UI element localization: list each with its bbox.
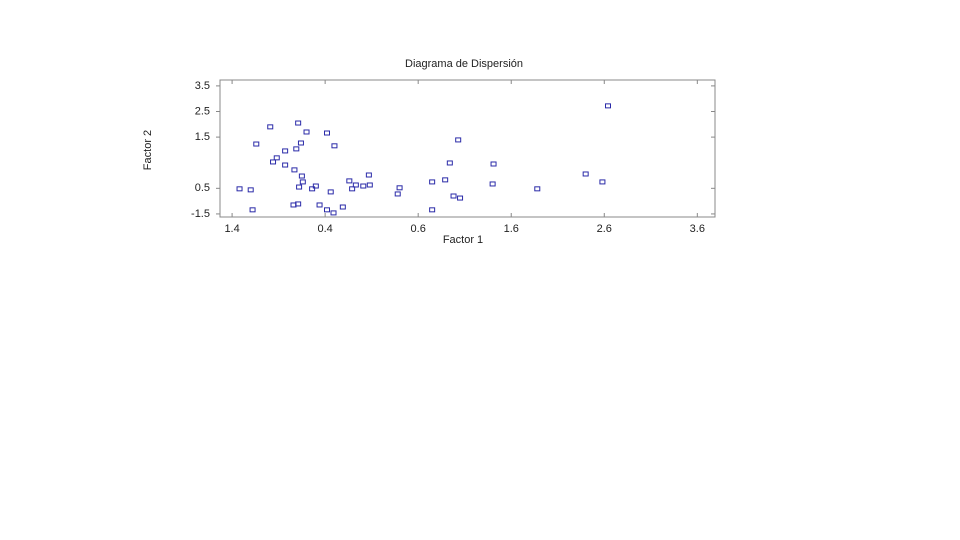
- point: [360, 183, 367, 189]
- plot-frame: [219, 79, 716, 218]
- point: [267, 124, 274, 130]
- y-tick-label: 3.5: [195, 80, 210, 92]
- x-tick-label: 1.4: [224, 223, 239, 235]
- point: [293, 146, 300, 152]
- point: [394, 191, 401, 197]
- y-tick-label: -1.5: [191, 208, 210, 220]
- y-tick-label: 2.5: [195, 105, 210, 117]
- point: [297, 140, 304, 146]
- point: [273, 155, 280, 161]
- point: [365, 172, 372, 178]
- point: [282, 148, 289, 154]
- point: [309, 186, 316, 192]
- point: [457, 195, 464, 201]
- point: [296, 184, 303, 190]
- point: [490, 161, 497, 167]
- point: [599, 179, 606, 185]
- point: [270, 159, 277, 165]
- point: [339, 204, 346, 210]
- point: [455, 137, 462, 143]
- y-axis-label: Factor 2: [142, 130, 154, 170]
- point: [330, 210, 337, 216]
- point: [534, 186, 541, 192]
- point: [366, 182, 373, 188]
- x-tick-label: 3.6: [690, 223, 705, 235]
- point: [429, 207, 436, 213]
- point: [253, 141, 260, 147]
- point: [236, 186, 243, 192]
- point: [303, 129, 310, 135]
- point: [604, 103, 611, 109]
- point: [442, 177, 449, 183]
- point: [582, 171, 589, 177]
- point: [349, 186, 356, 192]
- point: [282, 162, 289, 168]
- y-tick-label: 0.5: [195, 182, 210, 194]
- point: [429, 179, 436, 185]
- x-tick-label: 1.6: [504, 223, 519, 235]
- y-tick-label: 1.5: [195, 131, 210, 143]
- point: [295, 201, 302, 207]
- chart-title: Diagrama de Dispersión: [405, 58, 523, 70]
- x-tick-label: 0.4: [317, 223, 332, 235]
- x-tick-label: 0.6: [411, 223, 426, 235]
- x-tick-label: 2.6: [597, 223, 612, 235]
- point: [247, 187, 254, 193]
- point: [346, 178, 353, 184]
- point: [331, 143, 338, 149]
- point: [446, 160, 453, 166]
- point: [450, 193, 457, 199]
- point: [299, 179, 306, 185]
- point: [352, 182, 359, 188]
- point: [396, 185, 403, 191]
- point: [327, 189, 334, 195]
- point: [316, 202, 323, 208]
- point: [295, 120, 302, 126]
- x-axis-label: Factor 1: [443, 234, 483, 246]
- point: [324, 207, 331, 213]
- point: [291, 167, 298, 173]
- point: [249, 207, 256, 213]
- point: [489, 181, 496, 187]
- point: [312, 183, 319, 189]
- point: [298, 173, 305, 179]
- point: [324, 130, 331, 136]
